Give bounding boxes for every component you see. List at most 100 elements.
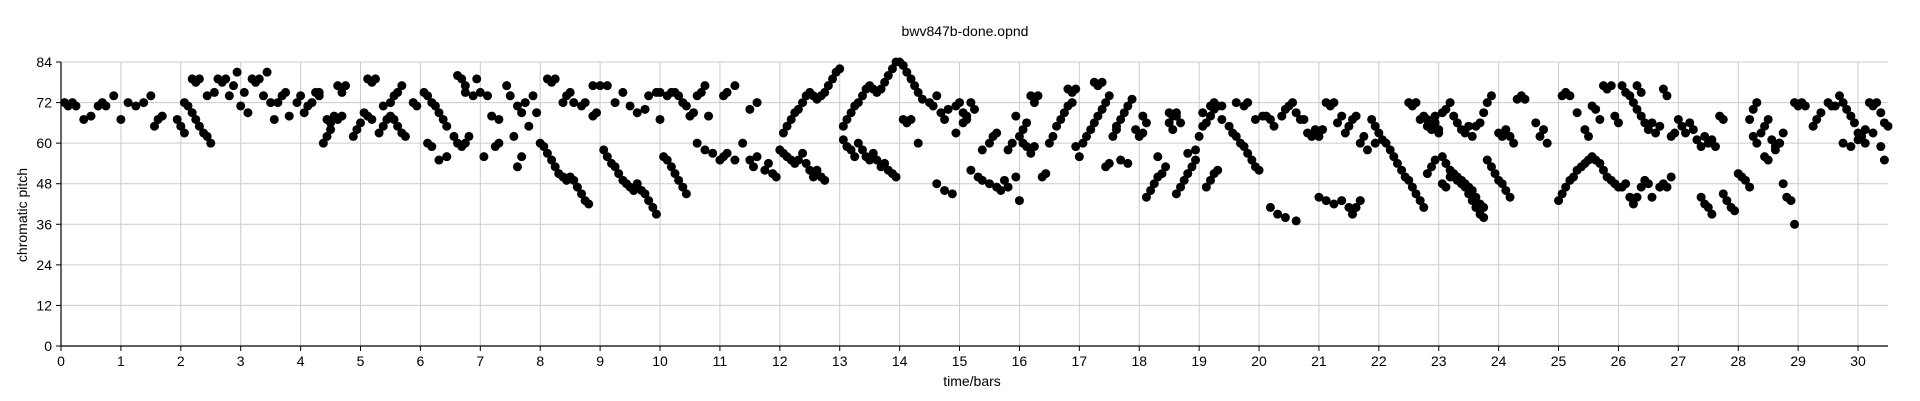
data-point: [149, 121, 159, 131]
data-point: [101, 101, 111, 111]
data-point: [569, 175, 579, 185]
x-tick-label: 11: [713, 353, 728, 369]
data-point: [1703, 202, 1713, 212]
data-point: [1647, 118, 1657, 128]
data-point: [509, 131, 519, 141]
data-point: [1479, 213, 1489, 223]
data-point: [1176, 182, 1186, 192]
data-point: [370, 74, 380, 84]
data-point: [1231, 131, 1241, 141]
data-point: [284, 111, 294, 121]
data-point: [1337, 196, 1347, 206]
data-point: [374, 128, 384, 138]
y-axis-ticks: 0 12 24 36 48 60 72 84: [36, 54, 61, 354]
data-point: [572, 182, 582, 192]
data-point: [674, 91, 684, 101]
y-tick-label: 60: [36, 135, 52, 151]
data-point: [1846, 142, 1856, 152]
data-point: [1628, 98, 1638, 108]
data-point: [1407, 182, 1417, 192]
data-point: [1022, 142, 1032, 152]
data-point: [943, 104, 953, 114]
data-point: [442, 121, 452, 131]
data-point: [1501, 185, 1511, 195]
data-point: [1329, 199, 1339, 209]
data-point: [1022, 118, 1032, 128]
data-point: [1299, 114, 1309, 124]
data-point: [1628, 199, 1638, 209]
data-point: [1838, 98, 1848, 108]
data-point: [1201, 118, 1211, 128]
data-point: [1876, 108, 1886, 118]
data-point: [262, 67, 272, 77]
data-point: [1217, 101, 1227, 111]
data-point: [1397, 165, 1407, 175]
data-point: [1816, 108, 1826, 118]
data-point: [1860, 138, 1870, 148]
data-point: [1745, 182, 1755, 192]
data-point: [1089, 118, 1099, 128]
data-point: [940, 185, 950, 195]
data-point: [412, 101, 422, 111]
data-point: [423, 91, 433, 101]
data-point: [1718, 114, 1728, 124]
data-point: [763, 158, 773, 168]
data-point: [1430, 155, 1440, 165]
data-point: [958, 118, 968, 128]
data-point: [842, 114, 852, 124]
data-point: [692, 138, 702, 148]
data-point: [1647, 192, 1657, 202]
data-point: [1745, 114, 1755, 124]
data-point: [1565, 91, 1575, 101]
data-point: [131, 101, 141, 111]
data-point: [1662, 182, 1672, 192]
data-point: [229, 81, 239, 91]
data-point: [678, 182, 688, 192]
data-point: [254, 74, 264, 84]
x-tick-label: 21: [1311, 353, 1327, 369]
data-point: [505, 91, 515, 101]
data-point: [1321, 196, 1331, 206]
data-point: [820, 175, 830, 185]
data-point: [318, 138, 328, 148]
data-point: [1868, 128, 1878, 138]
x-tick-label: 29: [1790, 353, 1806, 369]
data-point: [438, 114, 448, 124]
data-point: [1011, 111, 1021, 121]
data-point: [191, 114, 201, 124]
data-point: [1265, 114, 1275, 124]
data-point: [1071, 142, 1081, 152]
data-point: [835, 64, 845, 74]
data-point: [932, 91, 942, 101]
data-point: [1116, 155, 1126, 165]
data-point: [378, 121, 388, 131]
data-point: [1677, 121, 1687, 131]
data-point: [1800, 101, 1810, 111]
data-point: [1239, 142, 1249, 152]
x-tick-label: 9: [596, 353, 604, 369]
x-tick-label: 30: [1850, 353, 1866, 369]
data-point: [999, 175, 1009, 185]
data-point: [1333, 118, 1343, 128]
data-point: [793, 155, 803, 165]
data-point: [632, 179, 642, 189]
data-point: [984, 138, 994, 148]
data-point: [1490, 169, 1500, 179]
data-point: [602, 152, 612, 162]
data-point: [748, 162, 758, 172]
data-point: [239, 87, 249, 97]
data-point: [876, 84, 886, 94]
data-point: [314, 87, 324, 97]
data-point: [236, 101, 246, 111]
data-point: [479, 152, 489, 162]
data-point: [722, 87, 732, 97]
data-point: [1610, 111, 1620, 121]
data-point: [846, 108, 856, 118]
data-point: [977, 175, 987, 185]
data-point: [1486, 91, 1496, 101]
data-point: [1404, 175, 1414, 185]
data-point: [704, 111, 714, 121]
data-point: [1812, 114, 1822, 124]
x-tick-label: 17: [1072, 353, 1088, 369]
